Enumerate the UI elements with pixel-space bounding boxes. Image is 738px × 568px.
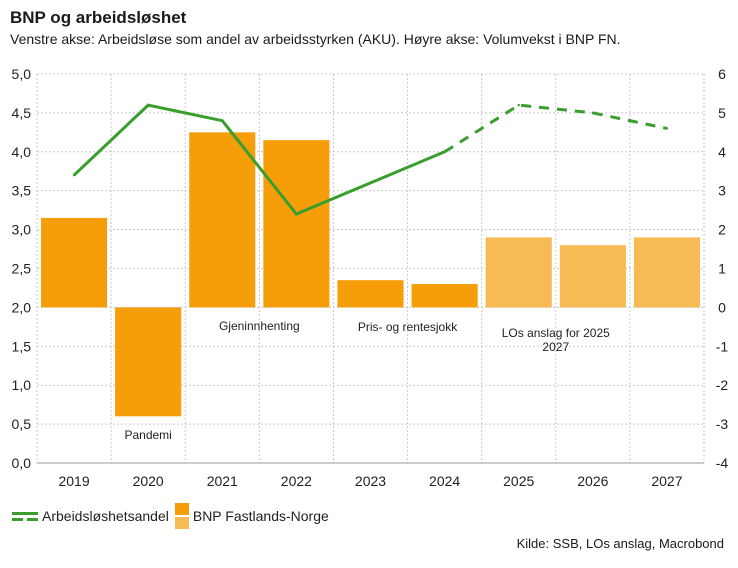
- x-axis-tick-label: 2027: [651, 473, 682, 489]
- bar-2024: [411, 284, 478, 308]
- bar-2022: [263, 140, 330, 308]
- bar-2027: [633, 237, 700, 308]
- left-axis-tick-label: 4,0: [12, 144, 32, 160]
- annotation-label: Gjeninnhenting: [219, 319, 300, 333]
- x-axis-tick-label: 2020: [133, 473, 164, 489]
- left-axis-tick-label: 0,0: [12, 455, 32, 471]
- x-axis-tick-label: 2019: [58, 473, 89, 489]
- line-point-2022: [295, 212, 298, 216]
- line-point-2026: [591, 111, 595, 115]
- chart-canvas: 0,0 0,5 1,0 1,5 2,0 2,5 3,0 3,5 4,0 4,5 5,0 -4 -3 -2 -…: [12, 66, 729, 489]
- right-axis-tick-label: -4: [716, 455, 729, 471]
- bar-swatch-icon: [174, 503, 189, 529]
- bar-2020: [115, 307, 182, 417]
- legend-item-bar: BNP Fastlands-Norge: [174, 503, 329, 529]
- x-axis-tick-label: 2024: [429, 473, 460, 489]
- right-axis-tick-label: -3: [716, 416, 729, 432]
- left-axis-tick-label: 4,5: [12, 105, 32, 121]
- bar-2026: [559, 245, 626, 308]
- right-axis-tick-label: 6: [718, 66, 726, 82]
- left-axis-tick-label: 5,0: [12, 66, 32, 82]
- chart-title: BNP og arbeidsløshet: [10, 8, 187, 27]
- legend: Arbeidsløshetsandel BNP Fastlands-Norge: [12, 503, 335, 529]
- annotation-label: LOs anslag for 2025: [502, 326, 610, 340]
- x-axis-tick-label: 2023: [355, 473, 386, 489]
- legend-bar-label: BNP Fastlands-Norge: [192, 508, 329, 524]
- bar-2023: [337, 280, 404, 308]
- left-axis-tick-label: 0,5: [12, 416, 32, 432]
- bar-2021: [189, 132, 256, 308]
- x-axis-tick-label: 2021: [207, 473, 238, 489]
- right-axis-tick-label: 5: [718, 105, 726, 121]
- line-series-actual: [73, 103, 446, 216]
- bar-2019: [41, 217, 108, 308]
- annotation-label: Pandemi: [124, 428, 171, 442]
- left-axis-tick-label: 3,5: [12, 183, 32, 199]
- line-point-2023: [369, 181, 372, 185]
- left-axis-tick-label: 3,0: [12, 222, 32, 238]
- right-axis-tick-label: -2: [716, 377, 729, 393]
- line-point-2020: [146, 103, 150, 107]
- line-point-2024: [443, 150, 446, 153]
- line-point-2025: [517, 103, 520, 107]
- x-axis-tick-label: 2025: [503, 473, 534, 489]
- annotation-label: Pris- og rentesjokk: [358, 320, 458, 334]
- dashed-line-swatch-icon: [12, 510, 38, 522]
- line-point-2027: [665, 127, 669, 130]
- right-axis-tick-label: 2: [718, 222, 726, 238]
- x-axis-tick-label: 2022: [281, 473, 312, 489]
- line-point-2019: [72, 173, 76, 177]
- legend-line-label: Arbeidsløshetsandel: [42, 508, 169, 524]
- line-point-2021: [221, 119, 224, 122]
- annotation-label: 2027: [542, 340, 569, 354]
- right-axis-tick-label: 3: [718, 183, 726, 199]
- right-axis-tick-label: -1: [716, 338, 729, 354]
- left-axis-tick-label: 1,5: [12, 338, 32, 354]
- left-axis-tick-label: 1,0: [12, 377, 32, 393]
- right-axis-tick-label: 1: [718, 261, 726, 277]
- x-axis-tick-label: 2026: [577, 473, 608, 489]
- right-axis-tick-label: 0: [718, 299, 726, 315]
- line-series-forecast: [443, 103, 668, 154]
- bar-2025: [485, 237, 552, 308]
- source-note: Kilde: SSB, LOs anslag, Macrobond: [516, 536, 724, 551]
- left-axis-tick-label: 2,5: [12, 261, 32, 277]
- left-axis-tick-label: 2,0: [12, 299, 32, 315]
- legend-item-line: Arbeidsløshetsandel: [12, 508, 169, 524]
- right-axis-tick-label: 4: [718, 144, 726, 160]
- chart-subtitle: Venstre akse: Arbeidsløse som andel av a…: [10, 31, 621, 47]
